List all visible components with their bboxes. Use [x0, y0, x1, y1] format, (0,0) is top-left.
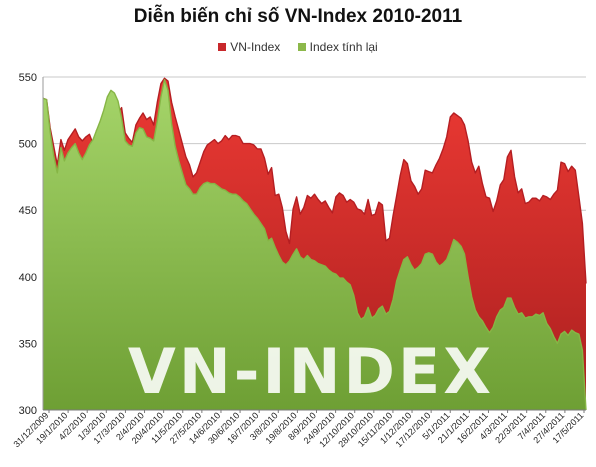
- y-tick-label: 550: [19, 72, 37, 84]
- series-areas: [42, 77, 587, 411]
- legend-label-index-tinh-lai: Index tính lại: [309, 40, 378, 54]
- legend-item-index-tinh-lai[interactable]: Index tính lại: [297, 40, 378, 54]
- watermark-text: VN-INDEX: [128, 335, 494, 408]
- series-line-index-tinh-lai: [42, 79, 587, 411]
- legend: VN-Index Index tính lại: [0, 40, 596, 54]
- series-line-vn-index: [42, 77, 587, 284]
- legend-item-vn-index[interactable]: VN-Index: [218, 40, 280, 54]
- y-tick-label: 500: [19, 139, 37, 151]
- legend-swatch-index-tinh-lai: [297, 42, 306, 51]
- y-tick-label: 450: [19, 205, 37, 217]
- y-tick-label: 300: [19, 405, 37, 417]
- legend-label-vn-index: VN-Index: [230, 40, 281, 54]
- chart-title: Diễn biến chỉ số VN-Index 2010-2011: [133, 6, 463, 27]
- legend-swatch-vn-index: [218, 42, 227, 51]
- y-tick-label: 400: [19, 272, 37, 284]
- y-tick-label: 350: [19, 338, 37, 350]
